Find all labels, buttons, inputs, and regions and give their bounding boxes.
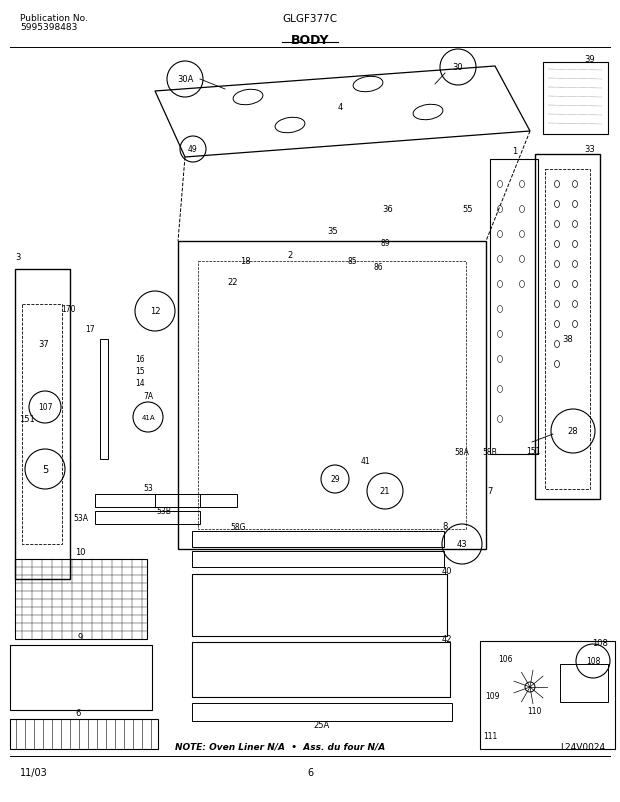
- Text: 28: 28: [568, 427, 578, 436]
- Text: 108: 108: [592, 638, 608, 648]
- Bar: [560, 664, 608, 702]
- Text: 53B: 53B: [156, 506, 171, 515]
- Text: 53: 53: [143, 484, 153, 493]
- Text: 21: 21: [379, 487, 390, 496]
- Text: 30A: 30A: [177, 75, 193, 84]
- Text: Publication No.: Publication No.: [20, 14, 88, 23]
- Bar: [480, 642, 615, 749]
- Text: 1: 1: [512, 148, 518, 156]
- Bar: [95, 494, 200, 508]
- Text: 89: 89: [380, 238, 390, 247]
- Text: 7A: 7A: [143, 392, 153, 401]
- Text: 15: 15: [135, 367, 145, 376]
- Text: 2: 2: [288, 250, 293, 259]
- Text: 22: 22: [228, 278, 238, 287]
- Bar: [95, 512, 200, 525]
- Text: BODY: BODY: [291, 34, 329, 47]
- Text: 6: 6: [75, 709, 81, 718]
- Text: 10: 10: [75, 548, 86, 557]
- Text: 14: 14: [135, 379, 145, 388]
- Bar: [155, 494, 237, 508]
- Text: 9: 9: [78, 633, 82, 642]
- Text: 106: 106: [498, 654, 512, 664]
- Text: 6: 6: [307, 767, 313, 777]
- Text: 58A: 58A: [454, 448, 469, 457]
- Text: 170: 170: [61, 305, 75, 314]
- Bar: [10, 645, 152, 710]
- Text: 58B: 58B: [482, 448, 497, 457]
- Text: 25A: 25A: [314, 721, 330, 730]
- Text: 151: 151: [526, 447, 540, 456]
- Text: 12: 12: [150, 307, 160, 316]
- Text: 11/03: 11/03: [20, 767, 48, 777]
- Text: 17: 17: [86, 325, 95, 334]
- Text: 5: 5: [42, 464, 48, 475]
- Text: L24V0024: L24V0024: [560, 742, 605, 751]
- Bar: [543, 63, 608, 135]
- Text: 4: 4: [337, 103, 343, 112]
- Text: 29: 29: [330, 475, 340, 484]
- Text: 8: 8: [442, 522, 448, 531]
- Bar: [192, 574, 447, 636]
- Text: 42: 42: [441, 634, 452, 644]
- Text: 151: 151: [19, 415, 35, 424]
- Text: 35: 35: [328, 227, 339, 237]
- Bar: [10, 719, 158, 749]
- Bar: [15, 559, 147, 639]
- Bar: [15, 269, 70, 579]
- Text: NOTE: Oven Liner N/A  •  Ass. du four N/A: NOTE: Oven Liner N/A • Ass. du four N/A: [175, 742, 385, 751]
- Bar: [22, 305, 62, 545]
- Text: 86: 86: [373, 263, 383, 272]
- Text: 38: 38: [562, 335, 574, 344]
- Text: 110: 110: [527, 707, 541, 715]
- Text: GLGF377C: GLGF377C: [283, 14, 337, 24]
- Text: 85: 85: [347, 257, 357, 266]
- Text: 5995398483: 5995398483: [20, 23, 78, 32]
- Bar: [192, 642, 450, 697]
- Text: 111: 111: [483, 731, 497, 740]
- Bar: [535, 155, 600, 500]
- Text: 58G: 58G: [230, 523, 246, 532]
- Text: 39: 39: [585, 55, 595, 64]
- Text: 37: 37: [38, 340, 50, 349]
- Bar: [198, 261, 466, 529]
- Text: 7: 7: [487, 487, 493, 496]
- Text: 41: 41: [360, 457, 370, 466]
- Text: 109: 109: [485, 691, 499, 701]
- Text: 3: 3: [15, 253, 20, 262]
- Text: 49: 49: [188, 145, 198, 154]
- Text: 40: 40: [441, 567, 452, 576]
- Text: 30: 30: [453, 63, 463, 72]
- Text: 41A: 41A: [141, 415, 155, 420]
- Text: 18: 18: [240, 257, 250, 266]
- Text: 53A: 53A: [73, 514, 88, 523]
- Text: 55: 55: [463, 205, 473, 214]
- Text: 107: 107: [38, 403, 52, 412]
- Text: 16: 16: [135, 355, 145, 364]
- Text: 33: 33: [585, 145, 595, 154]
- Bar: [178, 241, 486, 549]
- Bar: [100, 339, 108, 460]
- Text: 43: 43: [457, 540, 467, 549]
- Bar: [192, 532, 444, 547]
- Bar: [545, 170, 590, 489]
- Text: 36: 36: [383, 205, 393, 214]
- Bar: [192, 703, 452, 721]
- Text: 108: 108: [586, 657, 600, 666]
- Bar: [192, 551, 444, 567]
- Bar: [490, 160, 538, 455]
